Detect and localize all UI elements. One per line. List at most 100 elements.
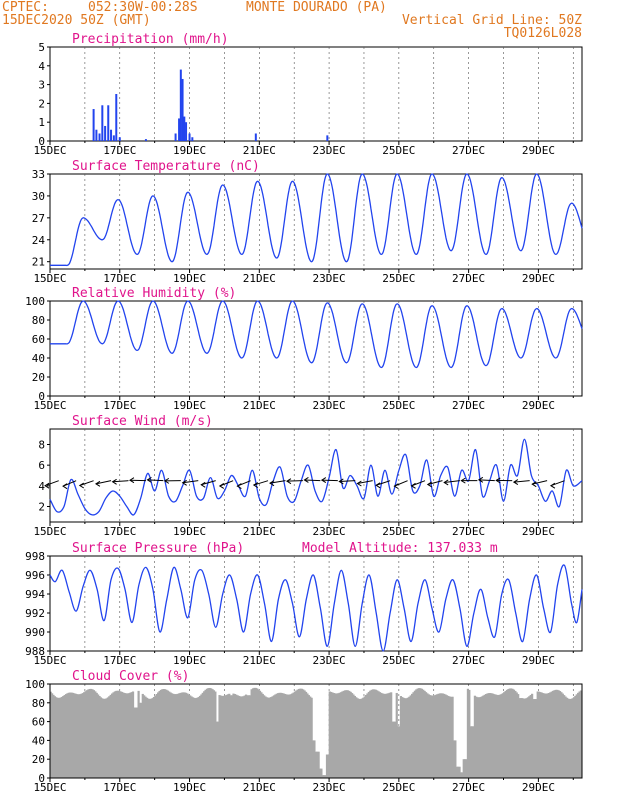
cloud-bar — [50, 693, 54, 778]
cloud-bar — [501, 693, 504, 778]
cloud-bar — [112, 692, 115, 778]
cloud-bar — [543, 693, 546, 778]
wind-arrow-head — [320, 477, 327, 483]
cloud-bar — [406, 697, 410, 778]
cloud-bar — [473, 695, 477, 778]
cloud-bar — [282, 693, 285, 778]
cloud-bar — [477, 697, 481, 778]
pressure-series-line — [49, 564, 583, 652]
wind-arrow — [218, 480, 234, 489]
temperature-xtick-label: 19DEC — [173, 272, 206, 285]
cloud-bar — [91, 689, 94, 778]
cloud-bar — [231, 695, 234, 778]
cloud-bar — [444, 694, 447, 778]
wind-arrow-head — [62, 483, 68, 490]
cloud-bar — [535, 699, 538, 778]
cloud-bar — [397, 726, 400, 778]
wind-arrow-head — [269, 480, 275, 487]
pressure-xtick-label: 25DEC — [382, 654, 415, 667]
cloud-bar — [496, 694, 499, 778]
wind-arrow-head — [218, 483, 225, 489]
wind-xtick-label: 27DEC — [452, 525, 485, 538]
cloud-bar — [420, 688, 423, 778]
cloud-bar — [424, 692, 428, 778]
wind-arrow-shaft — [79, 480, 94, 486]
humidity-xtick-label: 29DEC — [522, 399, 555, 412]
cloud-bar — [373, 689, 376, 778]
cloud-bar — [351, 693, 354, 778]
humidity-ytick-label: 80 — [32, 314, 45, 327]
cloud-bar — [260, 692, 263, 778]
cloud-bar — [458, 766, 461, 778]
cloud-bar — [493, 694, 496, 778]
cloud-bar — [186, 693, 189, 778]
cloud-bar — [67, 692, 70, 778]
cloud-bar — [99, 697, 103, 778]
cloud-bar — [136, 707, 139, 778]
precipitation-ytick-label: 4 — [38, 60, 45, 73]
cloud-bar — [239, 696, 242, 778]
pressure-xtick-label: 21DEC — [243, 654, 276, 667]
pressure-xtick-label: 23DEC — [313, 654, 346, 667]
cloud-bar — [465, 759, 468, 778]
cloud-bar — [490, 693, 493, 778]
cloud-bar — [194, 698, 197, 778]
cloud-bar — [388, 692, 391, 778]
wind-arrow-head — [200, 481, 206, 488]
cloud-bar — [405, 698, 408, 778]
cloud-bar — [454, 740, 457, 778]
temperature-xtick-label: 21DEC — [243, 272, 276, 285]
cloud-bar — [482, 695, 485, 778]
cloud-bar — [179, 692, 182, 778]
pressure-ytick-label: 994 — [25, 588, 45, 601]
cloud-bar — [170, 693, 174, 778]
cloud-bar — [258, 690, 262, 778]
cloud-bar — [537, 691, 541, 778]
wind-xtick-label: 21DEC — [243, 525, 276, 538]
cloud-bar — [115, 690, 118, 778]
cloud-bar — [503, 692, 506, 778]
cloud-bar — [57, 697, 61, 778]
precipitation-xtick-label: 23DEC — [313, 144, 346, 157]
cloud-bar — [337, 693, 340, 778]
cloud-bar — [123, 693, 126, 778]
cloud-bar — [380, 692, 383, 778]
cloud-bar — [81, 693, 84, 778]
precip-bar — [179, 69, 182, 141]
cloud-bar — [511, 688, 514, 778]
wind-arrow-head — [375, 482, 381, 489]
cloud-bar — [531, 693, 534, 778]
cloud-bar — [385, 693, 389, 778]
cloud-bar — [411, 693, 414, 778]
cloud-bar — [137, 690, 140, 778]
cloud-bar — [352, 694, 355, 778]
precip-bar — [191, 137, 194, 141]
wind-arrow-head — [44, 482, 50, 489]
cloud-bar — [376, 690, 379, 778]
cloud-bar — [549, 692, 552, 778]
cloud-bar — [120, 691, 123, 778]
cloud-bar — [452, 740, 456, 778]
wind-arrow — [356, 480, 373, 487]
cloud-bar — [148, 698, 151, 778]
precipitation-xtick-label: 27DEC — [452, 144, 485, 157]
wind-arrow-head — [111, 478, 117, 485]
cloud-bar — [402, 697, 405, 778]
wind-arrow-head — [531, 481, 537, 488]
cloud-bar — [116, 690, 119, 778]
cloud-bar — [299, 688, 302, 778]
cloud-bar — [285, 694, 288, 778]
cloud-bar — [265, 697, 269, 778]
cloud-bar — [288, 694, 291, 778]
cloud-bar — [268, 697, 271, 778]
cloud-bar — [62, 696, 65, 778]
cloud-bar — [247, 695, 250, 778]
cloud-bar — [240, 696, 243, 778]
cloud-xtick-label: 23DEC — [313, 781, 346, 794]
cloud-bar — [321, 775, 324, 778]
precip-bar — [107, 105, 110, 141]
cloud-bar — [539, 692, 542, 778]
precip-bar — [92, 109, 95, 141]
cloud-bar — [191, 697, 195, 778]
cloud-ytick-label: 0 — [38, 772, 45, 785]
